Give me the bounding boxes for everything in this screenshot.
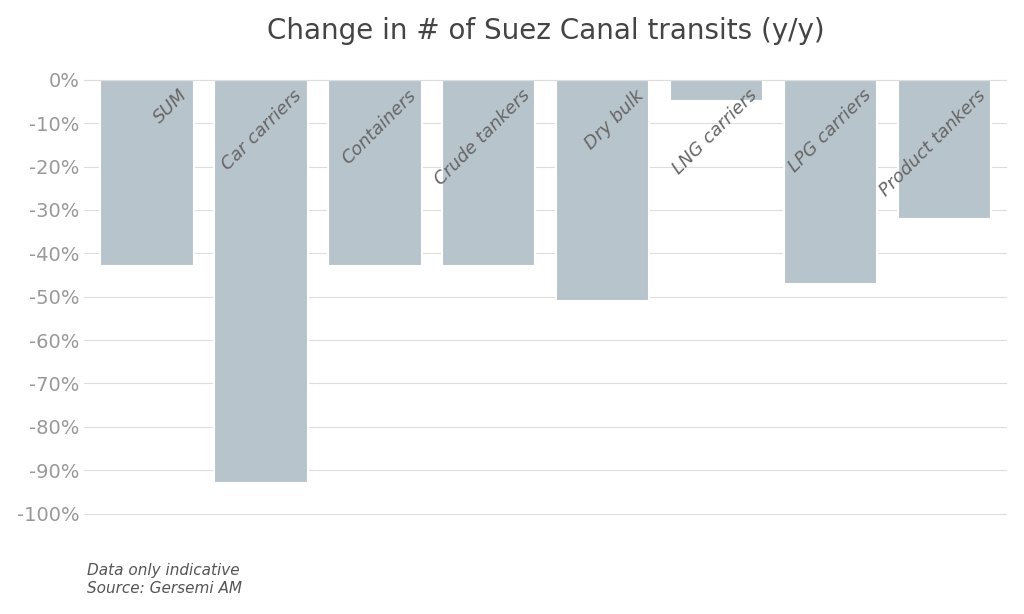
Text: LPG carriers: LPG carriers [785, 87, 876, 176]
Text: Car carriers: Car carriers [218, 87, 305, 173]
Text: Crude tankers: Crude tankers [431, 87, 534, 189]
Text: SUM: SUM [151, 87, 191, 127]
Text: Containers: Containers [338, 87, 420, 168]
Bar [898, 80, 991, 219]
Text: Data only indicative
Source: Gersemi AM: Data only indicative Source: Gersemi AM [87, 563, 242, 596]
Text: Dry bulk: Dry bulk [581, 87, 647, 153]
Bar [442, 80, 536, 266]
Bar [100, 80, 194, 266]
Title: Change in # of Suez Canal transits (y/y): Change in # of Suez Canal transits (y/y) [267, 17, 824, 45]
Text: Product tankers: Product tankers [876, 87, 989, 200]
Bar [670, 80, 764, 101]
Bar [556, 80, 649, 301]
Bar [328, 80, 422, 266]
Bar [784, 80, 878, 284]
Bar [214, 80, 307, 483]
Text: LNG carriers: LNG carriers [670, 87, 761, 178]
